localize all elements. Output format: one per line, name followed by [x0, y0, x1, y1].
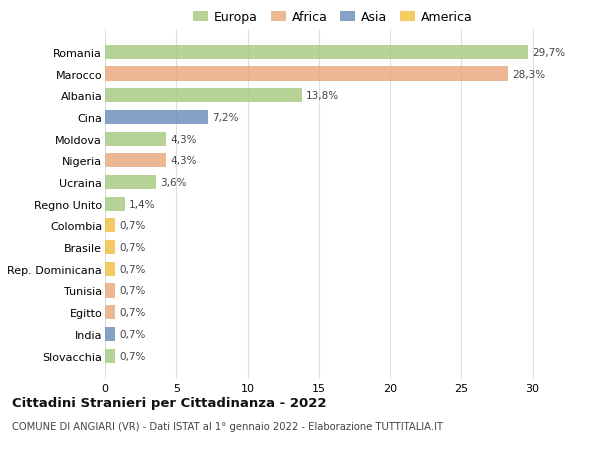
- Text: 4,3%: 4,3%: [170, 134, 197, 144]
- Text: 13,8%: 13,8%: [306, 91, 339, 101]
- Bar: [105, 262, 115, 276]
- Bar: [105, 284, 115, 298]
- Text: 0,7%: 0,7%: [119, 329, 146, 339]
- Text: COMUNE DI ANGIARI (VR) - Dati ISTAT al 1° gennaio 2022 - Elaborazione TUTTITALIA: COMUNE DI ANGIARI (VR) - Dati ISTAT al 1…: [12, 421, 443, 431]
- Text: 0,7%: 0,7%: [119, 308, 146, 318]
- Bar: [105, 111, 208, 125]
- Bar: [105, 67, 508, 81]
- Legend: Europa, Africa, Asia, America: Europa, Africa, Asia, America: [188, 6, 478, 29]
- Text: Cittadini Stranieri per Cittadinanza - 2022: Cittadini Stranieri per Cittadinanza - 2…: [12, 396, 326, 409]
- Text: 0,7%: 0,7%: [119, 264, 146, 274]
- Bar: [105, 197, 125, 211]
- Bar: [105, 46, 528, 60]
- Bar: [105, 241, 115, 255]
- Text: 1,4%: 1,4%: [129, 199, 156, 209]
- Text: 0,7%: 0,7%: [119, 242, 146, 252]
- Bar: [105, 176, 156, 190]
- Bar: [105, 132, 166, 146]
- Text: 28,3%: 28,3%: [512, 69, 545, 79]
- Bar: [105, 305, 115, 319]
- Text: 7,2%: 7,2%: [212, 112, 238, 123]
- Bar: [105, 89, 302, 103]
- Bar: [105, 327, 115, 341]
- Text: 0,7%: 0,7%: [119, 351, 146, 361]
- Text: 29,7%: 29,7%: [533, 48, 566, 58]
- Text: 0,7%: 0,7%: [119, 221, 146, 231]
- Text: 0,7%: 0,7%: [119, 286, 146, 296]
- Bar: [105, 349, 115, 363]
- Bar: [105, 154, 166, 168]
- Text: 4,3%: 4,3%: [170, 156, 197, 166]
- Text: 3,6%: 3,6%: [161, 178, 187, 188]
- Bar: [105, 219, 115, 233]
